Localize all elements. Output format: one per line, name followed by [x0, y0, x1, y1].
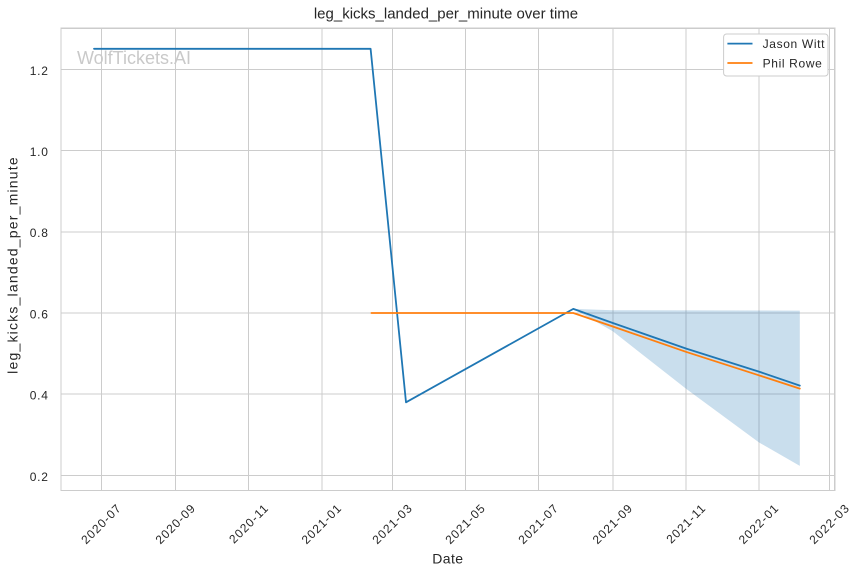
- svg-text:0.2: 0.2: [30, 470, 49, 484]
- svg-text:Date: Date: [432, 551, 463, 567]
- svg-text:leg_kicks_landed_per_minute: leg_kicks_landed_per_minute: [5, 156, 21, 374]
- svg-text:Jason Witt: Jason Witt: [763, 37, 826, 51]
- svg-text:0.6: 0.6: [30, 307, 49, 321]
- svg-text:leg_kicks_landed_per_minute ov: leg_kicks_landed_per_minute over time: [314, 6, 578, 23]
- svg-text:1.2: 1.2: [30, 64, 49, 78]
- svg-text:0.4: 0.4: [30, 389, 49, 403]
- svg-text:Phil Rowe: Phil Rowe: [763, 56, 823, 70]
- svg-text:WolfTickets.AI: WolfTickets.AI: [77, 48, 191, 68]
- svg-text:0.8: 0.8: [30, 226, 49, 240]
- svg-text:1.0: 1.0: [30, 145, 49, 159]
